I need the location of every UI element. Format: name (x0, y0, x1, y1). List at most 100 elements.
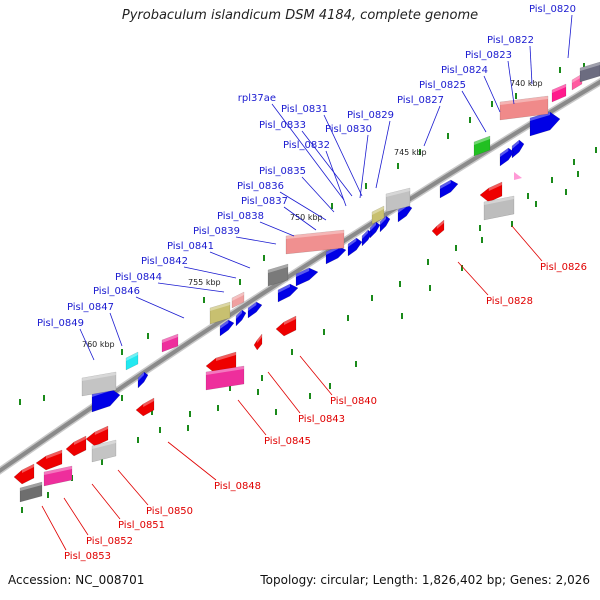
gene-label-forward: Pisl_0820 (529, 4, 576, 15)
misc-feature (551, 83, 567, 103)
highlight (484, 196, 514, 205)
cds-forward (219, 319, 235, 337)
highlight (296, 268, 310, 277)
highlight (162, 334, 178, 343)
highlight (126, 352, 138, 361)
highlight (236, 310, 242, 319)
leader-line (301, 130, 353, 197)
highlight (440, 180, 451, 189)
cds-forward (511, 139, 525, 159)
gene-label-reverse: Pisl_0848 (214, 481, 261, 492)
genome-backbone (0, 77, 600, 475)
gene-label-forward: Pisl_0846 (93, 286, 140, 297)
gene-label-forward: Pisl_0838 (217, 211, 264, 222)
cds-forward (379, 215, 391, 233)
gene-label-forward: Pisl_0841 (167, 241, 214, 252)
leader-line (511, 225, 543, 262)
tick-label: 740 kbp (510, 79, 543, 88)
cds-reverse (65, 435, 87, 457)
highlight (370, 222, 376, 231)
leader-line (283, 206, 317, 231)
highlight (257, 334, 262, 343)
tick-label: 755 kbp (188, 278, 221, 287)
leader-line (299, 355, 333, 396)
grey-feature (91, 439, 117, 463)
other-feature (125, 351, 139, 371)
leader-line (567, 14, 573, 59)
highlight (94, 426, 108, 435)
genome-summary: Topology: circular; Length: 1,826,402 bp… (260, 573, 590, 587)
gene-label-reverse: Pisl_0853 (64, 551, 111, 562)
leader-line (483, 75, 501, 113)
gene-label-forward: Pisl_0836 (237, 181, 284, 192)
leader-line (271, 103, 345, 201)
gene-label-forward: Pisl_0842 (141, 256, 188, 267)
highlight (580, 62, 600, 71)
gene-label-forward: Pisl_0839 (193, 226, 240, 237)
leader-line (91, 483, 121, 520)
gene-label-reverse: Pisl_0845 (264, 436, 311, 447)
gene-features (13, 61, 600, 503)
highlight (500, 148, 509, 157)
leader-line (183, 266, 237, 279)
gene-label-forward: Pisl_0849 (37, 318, 84, 329)
cds-forward (247, 301, 263, 319)
leader-line (63, 497, 89, 536)
cds-forward (295, 267, 319, 287)
leader-line (237, 399, 267, 436)
leader-line (375, 120, 391, 189)
tick-label: 760 kbp (82, 340, 115, 349)
highlight (474, 136, 490, 145)
cds-reverse (253, 333, 263, 351)
backbone-line (0, 79, 600, 473)
cds-reverse (275, 315, 297, 337)
gene-label-forward: Pisl_0822 (487, 35, 534, 46)
gene-label-forward: Pisl_0830 (325, 124, 372, 135)
cds-forward (347, 237, 363, 257)
leader-line (235, 236, 277, 245)
highlight (74, 436, 86, 445)
leader-line (135, 296, 185, 319)
highlight (220, 320, 229, 329)
cds-reverse (479, 181, 503, 203)
leader-line (325, 150, 347, 207)
small-feature (514, 172, 522, 180)
gene-label-reverse: Pisl_0851 (118, 520, 165, 531)
highlight (284, 316, 296, 325)
leader-line (507, 60, 515, 105)
accession-label: Accession: NC_008701 (8, 573, 145, 587)
highlight (92, 440, 116, 449)
gene-label-forward: rpl37ae (238, 93, 276, 104)
misc-feature (43, 465, 73, 487)
grey-feature (579, 61, 600, 83)
leader-line (41, 505, 67, 551)
rna-gene (231, 291, 245, 309)
gene-label-forward: Pisl_0823 (465, 50, 512, 61)
gene-label-forward: Pisl_0824 (441, 65, 488, 76)
cds-reverse (431, 219, 445, 237)
leader-line (267, 371, 301, 414)
cds-forward (277, 283, 299, 303)
cds-forward (137, 371, 149, 389)
tick-label: 750 kbp (290, 213, 323, 222)
highlight (22, 464, 34, 473)
grey-feature (483, 195, 515, 221)
highlight (278, 284, 290, 293)
gene-label-forward: Pisl_0835 (259, 166, 306, 177)
gene-label-reverse: Pisl_0852 (86, 536, 133, 547)
highlight (46, 450, 62, 459)
gene-label-forward: Pisl_0847 (67, 302, 114, 313)
gene-label-forward: Pisl_0831 (281, 104, 328, 115)
leader-line (157, 282, 225, 293)
gene-label-forward: Pisl_0832 (283, 140, 330, 151)
other-feature (473, 135, 491, 157)
cds-reverse (135, 397, 155, 417)
highlight (386, 188, 410, 197)
highlight (210, 302, 230, 311)
tick-marks (19, 63, 597, 513)
cds-forward (361, 229, 373, 247)
highlight (572, 74, 582, 83)
leader-line (461, 90, 487, 133)
highlight (232, 292, 244, 301)
grey-feature (81, 371, 117, 397)
